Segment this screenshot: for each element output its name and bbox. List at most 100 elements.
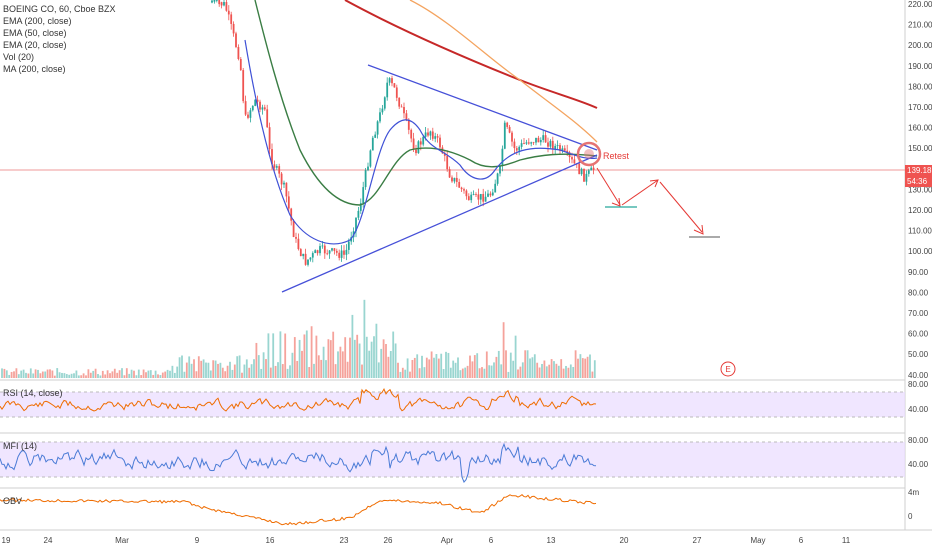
volume-bar (17, 374, 20, 378)
volume-bar (147, 370, 150, 378)
volume-bar (195, 371, 198, 378)
candle-body (587, 170, 590, 174)
volume-bar (10, 371, 13, 378)
candle-body (247, 114, 249, 118)
earnings-marker (720, 361, 736, 377)
price-tick-label: 60.00 (908, 330, 929, 339)
volume-bar (166, 369, 169, 378)
volume-bar (291, 352, 294, 378)
volume-bar (97, 374, 99, 378)
last-price-badge (905, 165, 932, 176)
volume-bar (29, 368, 32, 378)
volume-bar (593, 360, 596, 378)
volume-bar (428, 359, 431, 378)
candle-body (463, 189, 465, 191)
legend-ma200[interactable]: MA (200, close) (3, 64, 66, 74)
volume-bar (409, 371, 411, 378)
candle-body (422, 136, 425, 145)
volume-bar (27, 373, 30, 378)
ema200-line (344, 0, 598, 109)
volume-bar (229, 361, 231, 378)
volume-bar (368, 350, 371, 378)
candle-body (585, 173, 588, 182)
volume-bar (555, 363, 558, 378)
candle-body (503, 122, 506, 149)
legend-ema50[interactable]: EMA (50, close) (3, 28, 67, 38)
legend-vol[interactable]: Vol (20) (3, 52, 35, 62)
volume-bar (416, 354, 419, 378)
mfi-band (0, 442, 905, 477)
volume-bar (1, 368, 3, 378)
volume-bar (344, 337, 347, 378)
volume-bar (286, 368, 289, 378)
candle-body (410, 129, 413, 139)
volume-bar (68, 374, 71, 378)
volume-bar (241, 372, 243, 378)
candle-body (530, 142, 533, 144)
candle-body (376, 121, 379, 135)
candle-body (431, 131, 434, 139)
volume-bar (51, 370, 54, 378)
volume-bar (425, 357, 428, 378)
volume-bar (497, 350, 500, 378)
obv-panel-title[interactable]: OBV (3, 496, 23, 506)
time-tick-label: 27 (693, 536, 702, 545)
candle-body (304, 253, 307, 265)
time-tick-label: 19 (2, 536, 11, 545)
volume-bar (104, 374, 107, 378)
legend-ema20[interactable]: EMA (20, close) (3, 40, 67, 50)
candle-body (256, 99, 259, 102)
candle-body (467, 196, 470, 201)
volume-bar (8, 374, 11, 378)
volume-bar (387, 356, 390, 378)
volume-bar (442, 369, 445, 378)
candle-body (391, 78, 393, 84)
volume-bar (481, 367, 483, 378)
volume-bar (250, 364, 253, 378)
volume-bar (188, 356, 191, 378)
legend-ema200[interactable]: EMA (200, close) (3, 16, 72, 26)
candle-body (446, 155, 449, 170)
volume-bar (317, 355, 320, 378)
time-tick-label: 6 (489, 536, 494, 545)
candle-body (487, 193, 489, 197)
volume-bar (370, 341, 373, 378)
countdown-badge (905, 176, 932, 187)
time-tick-label: 16 (266, 536, 275, 545)
candle-body (439, 137, 441, 148)
volume-bar (545, 366, 548, 378)
candle-body (328, 250, 331, 254)
volume-bar (106, 370, 109, 378)
time-tick-label: 24 (44, 536, 53, 545)
volume-bar (349, 337, 351, 378)
candle-body (453, 177, 456, 182)
volume-bar (584, 358, 587, 378)
volume-bar (399, 371, 402, 378)
candle-body (592, 167, 595, 171)
candle-body (547, 142, 549, 147)
volume-bar (205, 362, 207, 378)
volume-bar (260, 368, 263, 378)
legend-title[interactable]: BOEING CO, 60, Cboe BZX (3, 4, 116, 14)
volume-bar (361, 364, 363, 378)
volume-bar (46, 369, 49, 378)
price-axis: 220.00 210.00 200.00 190.00 180.00 170.00 160.… (908, 0, 932, 380)
candle-body (359, 203, 362, 211)
volume-bar (265, 359, 267, 378)
volume-bar (20, 370, 23, 378)
volume-bar (87, 369, 90, 378)
volume-bar (308, 367, 311, 378)
rsi-axis-40: 40.00 (908, 405, 929, 414)
mfi-panel-title[interactable]: MFI (14) (3, 441, 38, 451)
volume-bar (353, 339, 356, 378)
candle-body (535, 137, 537, 143)
rsi-panel-title[interactable]: RSI (14, close) (3, 388, 63, 398)
volume-bar (70, 373, 73, 378)
volume-bar (73, 373, 75, 378)
volume-bar (305, 330, 308, 378)
candle-body (314, 250, 317, 254)
candle-body (340, 250, 343, 258)
volume-bar (358, 343, 361, 378)
candle-body (311, 253, 314, 258)
